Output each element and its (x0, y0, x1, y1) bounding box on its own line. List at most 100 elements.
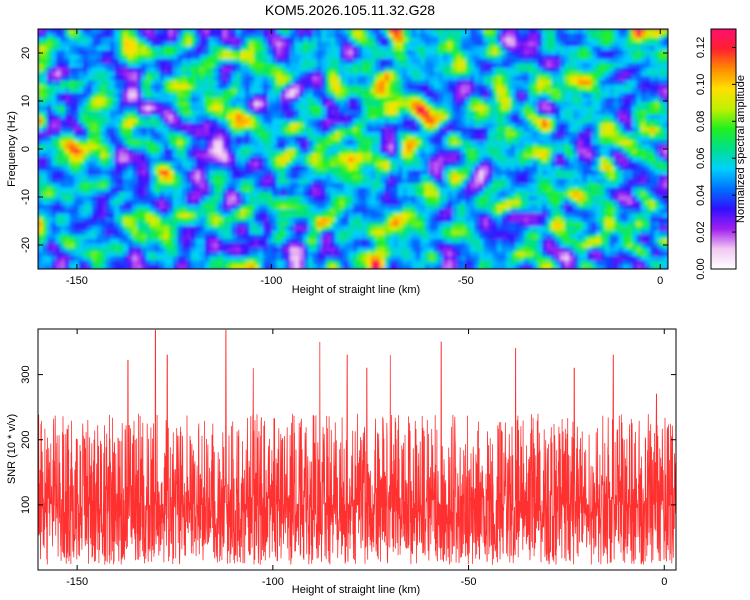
heatmap-cell (501, 67, 507, 73)
heatmap-cell (375, 119, 381, 124)
heatmap-cell (393, 157, 399, 163)
heatmap-cell (528, 63, 534, 69)
heatmap-cell (375, 93, 381, 99)
heatmap-cell (87, 144, 93, 150)
heatmap-cell (339, 89, 345, 94)
heatmap-cell (213, 170, 219, 176)
heatmap-cell (614, 37, 620, 43)
heatmap-cell (528, 106, 534, 112)
heatmap-cell (222, 84, 228, 90)
heatmap-cell (281, 110, 287, 116)
heatmap-cell (488, 29, 494, 34)
heatmap-cell (240, 161, 246, 167)
heatmap-cell (308, 161, 314, 167)
heatmap-cell (470, 71, 476, 77)
heatmap-cell (285, 80, 291, 86)
heatmap-cell (600, 71, 606, 77)
heatmap-cell (159, 174, 165, 180)
heatmap-cell (204, 29, 210, 34)
heatmap-cell (128, 110, 134, 116)
heatmap-cell (623, 50, 629, 56)
heatmap-cell (101, 179, 107, 184)
heatmap-cell (348, 71, 354, 77)
heatmap-cell (654, 80, 660, 86)
heatmap-cell (641, 127, 647, 133)
heatmap-cell (645, 29, 651, 34)
heatmap-cell (132, 71, 138, 77)
heatmap-cell (447, 161, 453, 167)
heatmap-cell (128, 67, 134, 73)
heatmap-cell (600, 97, 606, 103)
heatmap-cell (200, 114, 206, 120)
heatmap-cell (362, 119, 368, 124)
heatmap-cell (155, 174, 161, 180)
heatmap-cell (272, 157, 278, 163)
heatmap-cell (312, 50, 318, 56)
heatmap-cell (600, 29, 606, 34)
heatmap-cell (146, 157, 152, 163)
heatmap-cell (384, 149, 390, 154)
heatmap-cell (209, 161, 215, 167)
heatmap-cell (312, 149, 318, 154)
heatmap-cell (110, 161, 116, 167)
heatmap-cell (249, 59, 255, 64)
heatmap-cell (578, 50, 584, 56)
heatmap-cell (272, 71, 278, 77)
heatmap-cell (195, 161, 201, 167)
heatmap-cell (524, 71, 530, 77)
heatmap-cell (236, 37, 242, 43)
heatmap-cell (537, 97, 543, 103)
heatmap-cell (227, 114, 233, 120)
heatmap-cell (191, 89, 197, 94)
heatmap-cell (245, 41, 251, 47)
heatmap-cell (605, 114, 611, 120)
heatmap-cell (164, 157, 170, 163)
heatmap-cell (110, 80, 116, 86)
heatmap-cell (492, 101, 498, 107)
heatmap-cell (74, 67, 80, 73)
heatmap-cell (258, 119, 264, 124)
heatmap-cell (249, 123, 255, 129)
heatmap-cell (578, 46, 584, 52)
heatmap-cell (195, 46, 201, 52)
heatmap-cell (591, 63, 597, 69)
heatmap-cell (650, 131, 656, 137)
heatmap-cell (353, 63, 359, 69)
heatmap-cell (317, 50, 323, 56)
heatmap-cell (384, 93, 390, 99)
heatmap-cell (38, 110, 44, 116)
heatmap-cell (321, 76, 327, 82)
heatmap-cell (519, 71, 525, 77)
heatmap-cell (470, 131, 476, 137)
heatmap-cell (74, 101, 80, 107)
heatmap-cell (519, 50, 525, 56)
heatmap-cell (393, 131, 399, 137)
heatmap-cell (551, 101, 557, 107)
heatmap-cell (591, 131, 597, 137)
heatmap-cell (101, 153, 107, 159)
heatmap-cell (200, 41, 206, 47)
heatmap-cell (330, 166, 336, 172)
heatmap-cell (519, 41, 525, 47)
heatmap-cell (191, 170, 197, 176)
heatmap-cell (69, 46, 75, 52)
heatmap-cell (407, 84, 413, 90)
heatmap-cell (92, 54, 98, 60)
heatmap-cell (200, 67, 206, 73)
heatmap-cell (308, 157, 314, 163)
heatmap-cell (222, 174, 228, 180)
heatmap-cell (335, 119, 341, 124)
heatmap-cell (605, 89, 611, 94)
heatmap-cell (168, 89, 174, 94)
heatmap-cell (83, 144, 89, 150)
heatmap-cell (155, 119, 161, 124)
heatmap-cell (569, 110, 575, 116)
heatmap-cell (83, 84, 89, 90)
heatmap-cell (569, 170, 575, 176)
heatmap-cell (114, 140, 120, 146)
heatmap-cell (623, 89, 629, 94)
heatmap-cell (209, 170, 215, 176)
heatmap-cell (344, 161, 350, 167)
heatmap-cell (186, 179, 192, 184)
heatmap-cell (434, 37, 440, 43)
